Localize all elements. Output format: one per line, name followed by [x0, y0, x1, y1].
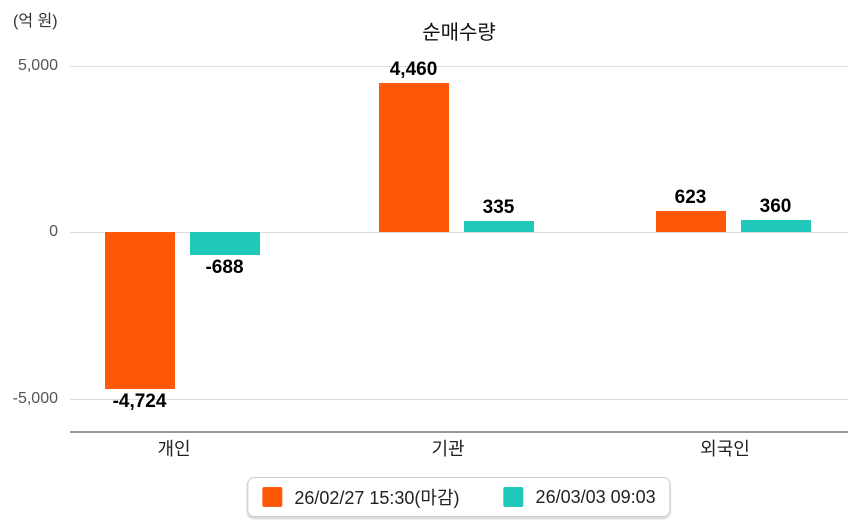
bar-외국인-series1 — [655, 211, 726, 232]
value-label: 623 — [674, 187, 707, 209]
value-label: -688 — [205, 256, 244, 278]
bar-개인-series2 — [189, 232, 260, 255]
legend-swatch-orange — [262, 487, 283, 507]
value-label: 335 — [482, 196, 515, 218]
legend-swatch-teal — [503, 487, 524, 507]
bar-외국인-series2 — [740, 220, 811, 232]
value-label: -4,724 — [112, 391, 167, 413]
legend-label-series2: 26/03/03 09:03 — [535, 486, 656, 507]
bar-기관-series2 — [463, 220, 534, 232]
gridline-y-0 — [70, 232, 848, 233]
legend-label-series1: 26/02/27 15:30(마감) — [294, 488, 460, 508]
legend-item-series2: 26/03/03 09:03 — [503, 486, 656, 508]
x-axis-category-label: 외국인 — [700, 439, 750, 459]
x-axis-line — [70, 431, 848, 433]
x-axis-category-label: 기관 — [431, 439, 465, 459]
bar-개인-series1 — [104, 232, 175, 390]
gridline-y--5000 — [70, 398, 848, 400]
bar-기관-series1 — [378, 83, 449, 232]
value-label: 360 — [759, 196, 792, 217]
y-axis-tick-label: -5,000 — [12, 389, 58, 407]
gridline-y-5000 — [70, 65, 848, 67]
legend-item-series1: 26/02/27 15:30(마감) — [262, 484, 460, 510]
chart-legend: 26/02/27 15:30(마감) 26/03/03 09:03 — [247, 477, 671, 517]
x-axis-category-label: 개인 — [157, 439, 191, 459]
y-axis-tick-label: 5,000 — [17, 56, 58, 74]
chart-title: 순매수량 — [422, 22, 496, 44]
y-axis-unit-label: (억 원) — [13, 13, 58, 30]
y-axis-tick-label: 0 — [49, 223, 58, 240]
value-label: 4,460 — [389, 59, 438, 81]
